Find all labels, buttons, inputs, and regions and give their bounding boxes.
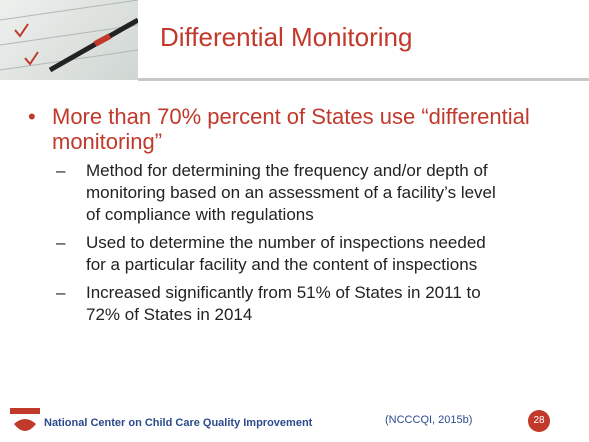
header-image xyxy=(0,0,138,80)
footer: National Center on Child Care Quality Im… xyxy=(0,400,589,442)
sub-bullet: Method for determining the frequency and… xyxy=(28,160,506,226)
logo xyxy=(10,408,40,431)
pen-illustration xyxy=(0,0,138,73)
sub-bullet: Used to determine the number of inspecti… xyxy=(28,232,506,276)
header: Differential Monitoring xyxy=(0,0,589,81)
slide-title: Differential Monitoring xyxy=(160,22,413,52)
sub-bullet: Increased significantly from 51% of Stat… xyxy=(28,282,506,326)
page-number: 28 xyxy=(528,410,550,432)
citation: (NCCCQI, 2015b) xyxy=(385,414,473,426)
bullet: More than 70% percent of States use “dif… xyxy=(28,104,568,154)
org-name: National Center on Child Care Quality Im… xyxy=(44,417,313,429)
content: More than 70% percent of States use “dif… xyxy=(28,104,568,326)
divider xyxy=(138,78,589,81)
